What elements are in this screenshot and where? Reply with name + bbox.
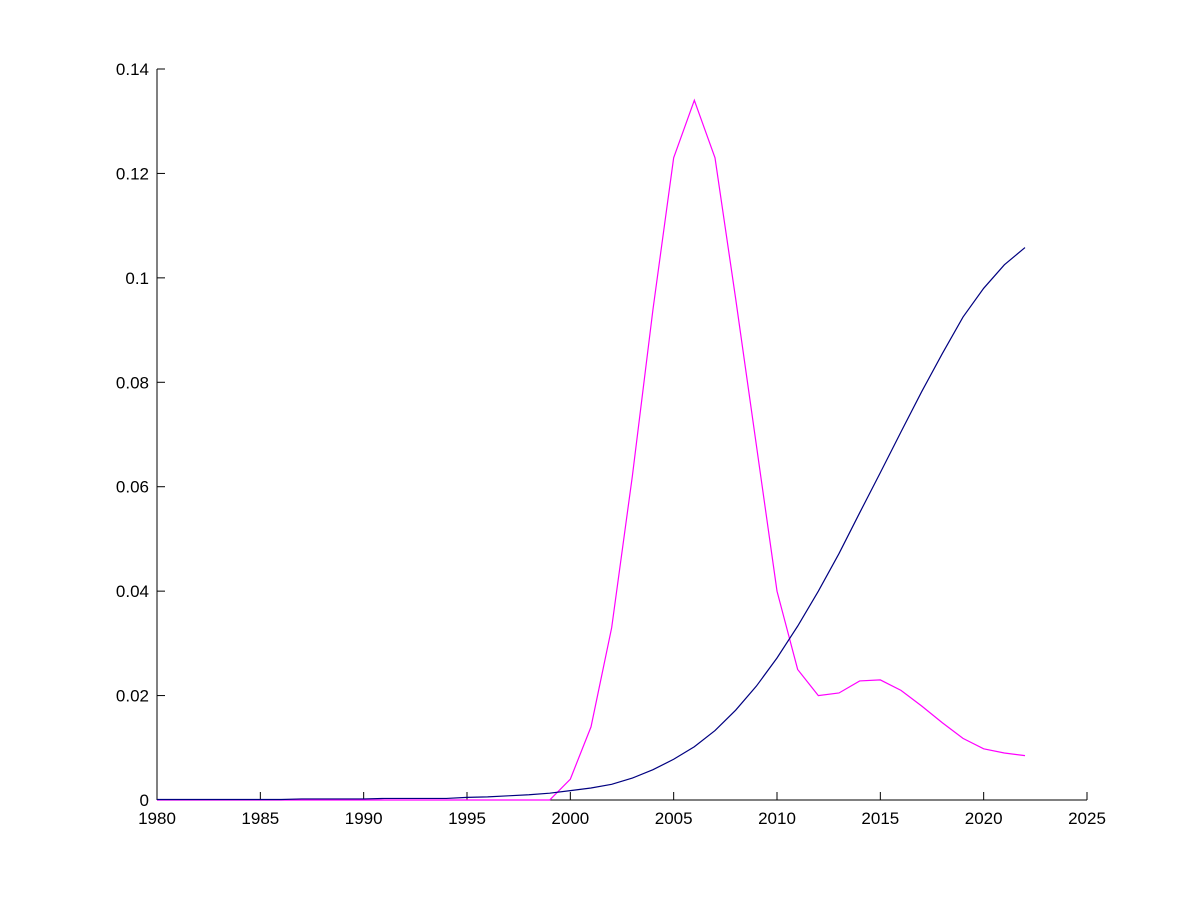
- x-tick-label: 2020: [965, 809, 1003, 828]
- y-tick-label: 0: [140, 791, 149, 810]
- x-tick-label: 1990: [345, 809, 383, 828]
- y-tick-label: 0.12: [116, 164, 149, 183]
- x-tick-label: 2025: [1068, 809, 1106, 828]
- x-tick-label: 2000: [551, 809, 589, 828]
- y-tick-label: 0.02: [116, 687, 149, 706]
- y-tick-label: 0.08: [116, 373, 149, 392]
- line-series: [157, 98, 1026, 801]
- y-tick-label: 0.06: [116, 478, 149, 497]
- y-tick-label: 0.04: [116, 582, 149, 601]
- x-tick-label: 2005: [655, 809, 693, 828]
- x-tick-label: 2015: [861, 809, 899, 828]
- line-series: [157, 247, 1026, 801]
- y-tick-label: 0.1: [125, 269, 149, 288]
- y-tick-label: 0.14: [116, 60, 149, 79]
- x-tick-label: 1980: [138, 809, 176, 828]
- x-tick-label: 1985: [241, 809, 279, 828]
- x-tick-label: 1995: [448, 809, 486, 828]
- x-tick-label: 2010: [758, 809, 796, 828]
